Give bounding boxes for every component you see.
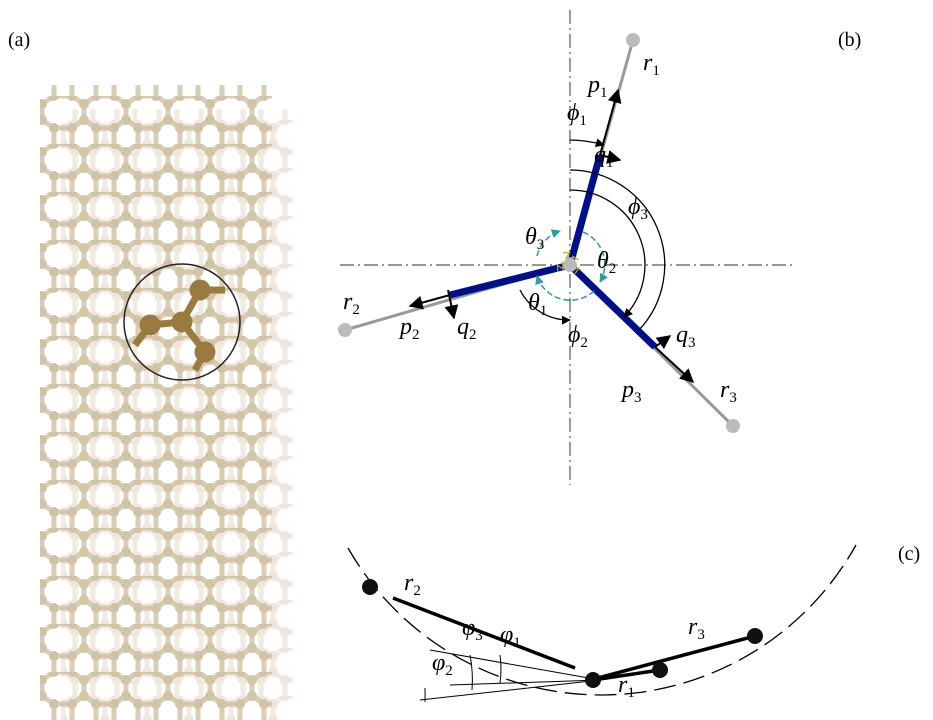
- symbol-subscript: 3: [634, 390, 642, 406]
- symbol-base: p: [398, 314, 412, 340]
- symbol-subscript: 1: [513, 635, 521, 651]
- symbol-subscript: 3: [729, 390, 737, 406]
- symbol-base: φ: [462, 615, 475, 641]
- symbol-subscript: 1: [579, 113, 587, 129]
- symbol-subscript: 1: [540, 303, 548, 319]
- symbol-label: ϕ3: [628, 194, 648, 223]
- symbol-label: θ2: [597, 248, 616, 277]
- symbol-subscript: 2: [412, 327, 420, 343]
- symbol-base: ϕ: [568, 322, 580, 348]
- symbol-base: ϕ: [628, 194, 640, 220]
- panel-label: (b): [838, 29, 861, 51]
- symbol-label: r2: [404, 570, 421, 599]
- symbol-label: q1: [594, 142, 614, 171]
- symbol-label: φ2: [432, 650, 453, 679]
- symbol-subscript: 2: [445, 663, 453, 679]
- symbol-base: ϕ: [567, 100, 579, 126]
- panel-label: (a): [8, 29, 30, 51]
- symbol-base: p: [586, 72, 600, 98]
- symbol-subscript: 2: [580, 335, 588, 351]
- symbol-base: φ: [500, 622, 513, 648]
- symbol-subscript: 2: [469, 327, 477, 343]
- symbol-base: φ: [432, 650, 445, 676]
- panel-label: (c): [898, 543, 920, 565]
- symbol-subscript: 1: [600, 85, 608, 101]
- symbol-label: θ1: [528, 290, 547, 319]
- symbol-label: φ3: [462, 615, 483, 644]
- symbol-base: q: [594, 142, 606, 168]
- symbol-label: q3: [676, 322, 696, 351]
- symbol-label: r2: [343, 289, 360, 318]
- symbol-base: p: [620, 377, 634, 403]
- symbol-label: p2: [398, 314, 420, 343]
- symbol-label: r3: [720, 377, 737, 406]
- symbol-subscript: 3: [475, 628, 483, 644]
- panel-c-geometry: [348, 545, 856, 702]
- symbol-subscript: 2: [609, 261, 617, 277]
- symbol-label: p1: [586, 72, 608, 101]
- panel-b-geometry: [338, 10, 795, 485]
- symbol-subscript: 1: [627, 685, 635, 701]
- symbol-base: θ: [525, 224, 537, 250]
- symbol-label: q2: [457, 314, 477, 343]
- symbol-subscript: 3: [537, 237, 545, 253]
- symbol-base: θ: [597, 248, 609, 274]
- symbol-label: ϕ2: [568, 322, 588, 351]
- symbol-label: θ3: [525, 224, 544, 253]
- symbol-label: p3: [620, 377, 642, 406]
- symbol-subscript: 1: [652, 63, 660, 79]
- symbol-label: φ1: [500, 622, 521, 651]
- symbol-subscript: 2: [352, 302, 360, 318]
- symbol-subscript: 3: [697, 627, 705, 643]
- symbol-base: q: [457, 314, 469, 340]
- symbol-label: r1: [618, 672, 635, 701]
- symbol-subscript: 3: [688, 335, 696, 351]
- symbol-subscript: 2: [413, 583, 421, 599]
- symbol-subscript: 1: [606, 155, 614, 171]
- nanotube: [40, 85, 293, 720]
- symbol-subscript: 3: [640, 207, 648, 223]
- symbol-base: q: [676, 322, 688, 348]
- symbol-label: r1: [643, 50, 660, 79]
- figure: (a) (b) (c) r1p1ϕ1q1ϕ3θ3θ2r2p2q2θ1ϕ2q3p3…: [0, 0, 933, 720]
- symbol-label: r3: [688, 614, 705, 643]
- symbol-base: θ: [528, 290, 540, 316]
- symbol-label: ϕ1: [567, 100, 587, 129]
